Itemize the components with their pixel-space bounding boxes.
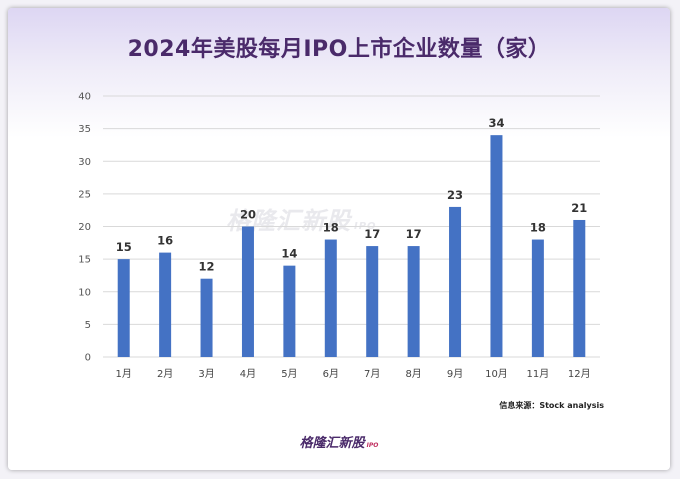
y-tick-label: 35 — [78, 124, 91, 135]
x-tick-label: 11月 — [527, 368, 550, 380]
y-axis-ticks: 0 5 10 15 20 25 30 35 40 — [78, 92, 91, 364]
y-tick-label: 25 — [78, 189, 91, 200]
x-tick-label: 5月 — [281, 368, 297, 380]
bar — [159, 252, 172, 357]
y-tick-label: 0 — [85, 353, 91, 364]
x-tick-label: 6月 — [323, 368, 339, 380]
data-label: 17 — [406, 227, 422, 241]
bar — [490, 135, 503, 357]
bar — [449, 206, 462, 357]
y-tick-label: 15 — [78, 255, 91, 266]
bar — [283, 265, 296, 357]
data-label: 20 — [240, 208, 256, 222]
x-tick-label: 1月 — [116, 368, 132, 380]
x-tick-label: 4月 — [240, 368, 256, 380]
source-note: 信息来源：Stock analysis — [499, 401, 604, 410]
brand-logo: 格隆汇新股 IPO — [8, 432, 670, 451]
x-tick-label: 7月 — [364, 368, 380, 380]
data-label: 17 — [364, 227, 380, 241]
data-label: 15 — [116, 240, 132, 254]
data-label: 34 — [488, 116, 504, 130]
x-tick-label: 10月 — [485, 368, 508, 380]
y-tick-label: 20 — [78, 222, 91, 233]
y-tick-label: 30 — [78, 157, 91, 168]
bar — [531, 239, 544, 357]
data-label: 18 — [323, 221, 339, 235]
x-axis-ticks: 1月 2月 3月 4月 5月 6月 7月 8月 9月 10月 11月 12月 — [116, 368, 591, 380]
gridlines — [103, 95, 600, 358]
bar — [573, 219, 586, 357]
data-label: 16 — [157, 234, 173, 248]
x-tick-label: 8月 — [405, 368, 421, 380]
bar — [324, 239, 337, 357]
chart-card: 2024年美股每月IPO上市企业数量（家） 格隆汇新股 IPO 0 5 10 15 20 2… — [8, 8, 670, 470]
data-label: 23 — [447, 188, 463, 202]
y-tick-label: 10 — [78, 287, 91, 298]
data-label: 12 — [199, 260, 215, 274]
data-label: 18 — [530, 221, 546, 235]
y-tick-label: 40 — [78, 92, 91, 103]
chart-title: 2024年美股每月IPO上市企业数量（家） — [127, 37, 551, 62]
x-tick-label: 3月 — [198, 368, 214, 380]
data-labels: 15 16 12 20 14 18 17 17 23 34 18 21 — [116, 116, 588, 274]
bar — [241, 226, 254, 357]
bar — [117, 259, 130, 357]
bar — [200, 278, 213, 357]
bar — [407, 246, 420, 357]
x-tick-label: 2月 — [157, 368, 173, 380]
bar — [366, 246, 379, 357]
brand-sub: IPO — [366, 442, 379, 449]
bar-chart: 0 5 10 15 20 25 30 35 40 15 16 12 20 14 18 17 17 23 34 18 2… — [78, 92, 600, 380]
x-tick-label: 12月 — [568, 368, 591, 380]
x-tick-label: 9月 — [447, 368, 463, 380]
y-tick-label: 5 — [85, 320, 91, 331]
data-label: 14 — [281, 247, 297, 261]
data-label: 21 — [571, 201, 587, 215]
bars — [117, 135, 586, 357]
brand-text: 格隆汇新股 — [299, 436, 365, 451]
